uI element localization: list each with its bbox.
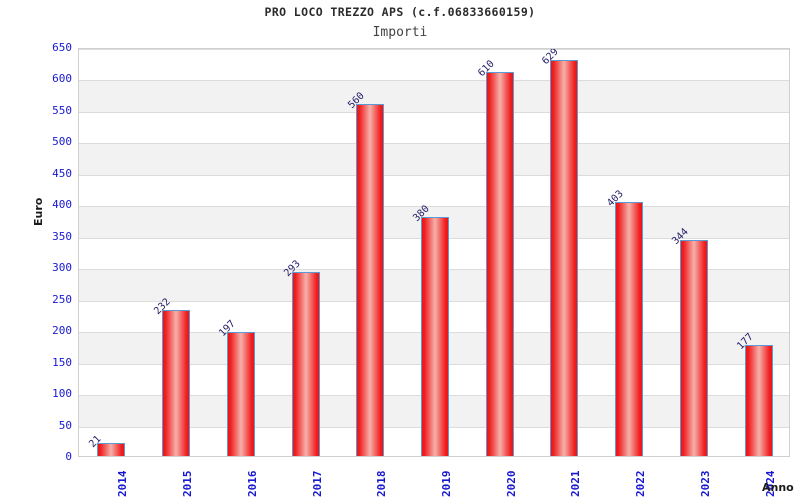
chart-subtitle: Importi	[372, 25, 428, 40]
y-axis-tick-label: 650	[52, 41, 72, 54]
bar[interactable]	[744, 344, 773, 456]
bar[interactable]	[162, 310, 191, 456]
bar[interactable]	[679, 239, 708, 456]
gridline	[79, 112, 789, 113]
chart-title: PRO LOCO TREZZO APS (c.f.06833660159)	[264, 5, 536, 19]
y-axis-tick-label: 300	[52, 261, 72, 274]
x-axis-tick-label: 2022	[634, 470, 648, 498]
x-axis-tick-label: 2018	[375, 470, 389, 498]
x-axis-tick-label: 2020	[504, 470, 518, 498]
y-axis-ticks: 650 600 550 500 450 400 350 300 250 200 150 100 50 0	[8, 41, 72, 463]
gridline	[79, 80, 789, 81]
y-axis-tick-label: 200	[52, 324, 72, 337]
bar[interactable]	[97, 442, 126, 456]
gridline	[79, 206, 789, 207]
y-axis-tick-label: 100	[52, 387, 72, 400]
bar[interactable]	[550, 60, 579, 456]
gridline	[79, 143, 789, 144]
y-axis-tick-label: 50	[58, 419, 72, 432]
x-axis-ticks: 2014 2015 2016 2017 2018 2019 2020 2021 2022 2023…	[78, 461, 790, 500]
y-axis-tick-label: 350	[52, 230, 72, 243]
x-axis-tick-label: 2017	[310, 470, 324, 498]
x-axis-tick-label: 2021	[569, 470, 583, 498]
y-axis-tick-label: 450	[52, 167, 72, 180]
y-axis-title: Euro	[32, 197, 45, 226]
bar[interactable]	[356, 103, 385, 456]
bar[interactable]	[291, 271, 320, 456]
plot-area: 21 232 197 293 560 380 610 629 403 344 177	[78, 48, 790, 457]
x-axis-tick-label: 2023	[698, 470, 712, 498]
bar[interactable]	[615, 202, 644, 456]
bar[interactable]	[485, 72, 514, 456]
x-axis-tick-label: 2019	[440, 470, 453, 498]
gridline	[79, 175, 789, 176]
y-axis-tick-label: 500	[52, 135, 72, 148]
y-axis-tick-label: 150	[52, 356, 72, 369]
bar[interactable]	[226, 332, 255, 456]
x-axis-tick-label: 2016	[245, 470, 259, 498]
background-band	[79, 143, 789, 175]
x-axis-tick-label: 2014	[116, 470, 130, 498]
y-axis-tick-label: 600	[52, 72, 72, 85]
x-axis-title: Anno	[762, 481, 794, 494]
y-axis-tick-label: 250	[52, 293, 72, 306]
x-axis-tick-label: 2015	[181, 470, 195, 498]
y-axis-tick-label: 400	[52, 198, 72, 211]
background-band	[79, 80, 789, 112]
gridline	[79, 49, 789, 50]
y-axis-tick-label: 0	[65, 450, 72, 463]
y-axis-tick-label: 550	[52, 104, 72, 117]
bar[interactable]	[421, 216, 449, 456]
